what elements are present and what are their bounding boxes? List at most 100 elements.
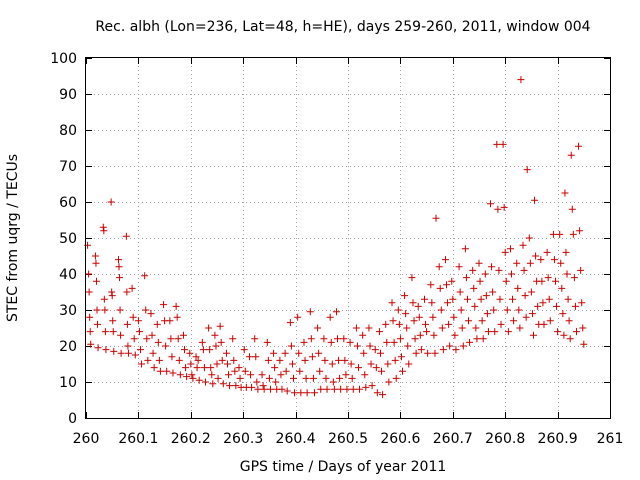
data-point	[186, 349, 194, 357]
data-point	[360, 349, 368, 357]
y-tick-label: 50	[59, 231, 77, 247]
data-point	[396, 335, 404, 343]
data-point	[446, 342, 454, 350]
data-point	[457, 306, 465, 314]
x-tick-label: 260.5	[328, 431, 368, 447]
data-point	[456, 288, 464, 296]
data-point	[568, 205, 576, 213]
data-point	[288, 360, 296, 368]
data-point	[176, 371, 184, 379]
data-point	[87, 340, 95, 348]
data-point	[218, 356, 226, 364]
data-point	[546, 317, 554, 325]
x-axis-title: GPS time / Days of year 2011	[240, 459, 447, 475]
plot-frame	[85, 57, 611, 419]
data-point	[147, 310, 155, 318]
data-point	[155, 356, 163, 364]
data-point	[100, 227, 108, 235]
data-point	[241, 367, 249, 375]
data-point	[172, 302, 180, 310]
data-point	[567, 151, 575, 159]
data-point	[342, 371, 350, 379]
data-point	[390, 338, 398, 346]
data-point	[124, 342, 132, 350]
x-tick-label: 260.6	[380, 431, 420, 447]
data-point	[487, 200, 495, 208]
y-tick-labels: 0 10 20 30 40 50 60 70 80 90 100	[50, 51, 77, 427]
data-point	[451, 331, 459, 339]
data-point	[240, 346, 248, 354]
data-point	[428, 299, 436, 307]
data-point	[317, 385, 325, 393]
data-point	[195, 376, 203, 384]
data-point	[247, 371, 255, 379]
data-point	[264, 356, 272, 364]
data-point	[217, 338, 225, 346]
data-point	[349, 385, 357, 393]
data-point	[141, 272, 149, 280]
x-tick-label: 260	[73, 431, 100, 447]
data-point	[335, 356, 343, 364]
data-point	[417, 346, 425, 354]
data-point	[206, 346, 214, 354]
data-point	[258, 371, 266, 379]
data-point	[91, 252, 99, 260]
data-point	[411, 335, 419, 343]
data-point	[445, 320, 453, 328]
data-point	[557, 259, 565, 267]
data-point	[528, 310, 536, 318]
data-point	[455, 263, 463, 271]
data-point	[194, 356, 202, 364]
data-point	[554, 328, 562, 336]
data-point	[212, 342, 220, 350]
data-point	[538, 277, 546, 285]
data-point	[452, 346, 460, 354]
data-point	[565, 317, 573, 325]
data-point	[85, 270, 93, 278]
data-point	[483, 310, 491, 318]
data-point	[371, 346, 379, 354]
data-point	[272, 378, 280, 386]
data-point	[561, 189, 569, 197]
data-point	[86, 328, 94, 336]
data-point	[314, 324, 322, 332]
data-point	[422, 320, 430, 328]
data-point	[343, 385, 351, 393]
data-point	[427, 281, 435, 289]
data-point	[107, 198, 115, 206]
data-point	[123, 288, 131, 296]
data-point	[162, 342, 170, 350]
data-point	[200, 364, 208, 372]
data-point	[167, 335, 175, 343]
data-point	[124, 349, 132, 357]
data-point	[473, 335, 481, 343]
data-points	[84, 76, 588, 399]
data-point	[307, 335, 315, 343]
data-point	[182, 364, 190, 372]
data-point	[315, 349, 323, 357]
x-tick-label: 260.3	[223, 431, 263, 447]
y-axis-title: STEC from uqrg / TECUs	[5, 154, 21, 322]
data-point	[281, 349, 289, 357]
data-point	[153, 320, 161, 328]
data-point	[470, 284, 478, 292]
data-point	[394, 306, 402, 314]
y-tick-label: 0	[68, 411, 77, 427]
data-point	[231, 367, 239, 375]
data-point	[409, 299, 417, 307]
data-point	[437, 306, 445, 314]
data-point	[346, 338, 354, 346]
data-point	[477, 295, 485, 303]
data-point	[334, 335, 342, 343]
data-point	[564, 295, 572, 303]
data-point	[476, 277, 484, 285]
data-point	[193, 364, 201, 372]
y-tick-label: 60	[59, 195, 77, 211]
data-point	[142, 306, 150, 314]
x-tick-label: 260.7	[433, 431, 473, 447]
data-point	[556, 230, 564, 238]
data-point	[405, 360, 413, 368]
data-point	[114, 256, 122, 264]
data-point	[328, 360, 336, 368]
